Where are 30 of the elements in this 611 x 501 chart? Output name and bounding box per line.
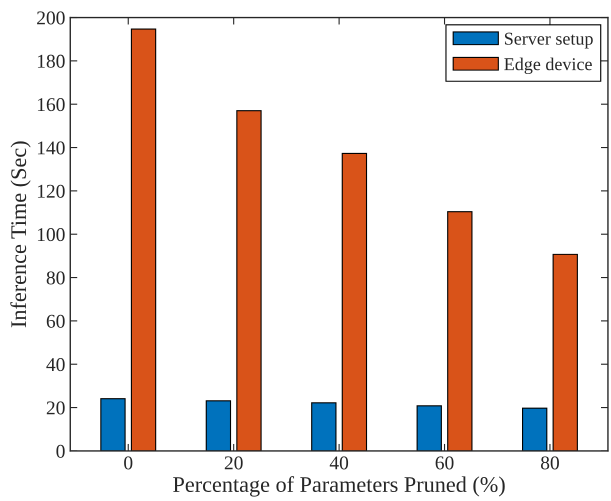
y-tick-label: 200 bbox=[37, 11, 65, 24]
bar bbox=[100, 398, 126, 451]
bar bbox=[447, 211, 472, 451]
bar bbox=[522, 408, 548, 451]
x-tick-label: 20 bbox=[224, 456, 243, 470]
y-tick-label: 80 bbox=[46, 271, 65, 284]
y-tick-label: 20 bbox=[46, 401, 65, 414]
bar bbox=[552, 254, 578, 451]
y-tick-label: 0 bbox=[56, 444, 65, 458]
bar bbox=[416, 405, 442, 451]
y-axis-title: Inference Time (Sec) bbox=[10, 141, 31, 328]
y-tick-label: 180 bbox=[38, 54, 65, 68]
legend-label: Edge device bbox=[504, 58, 592, 74]
x-tick-label: 40 bbox=[330, 456, 348, 470]
bar bbox=[342, 152, 368, 451]
y-tick-label: 100 bbox=[38, 228, 65, 242]
x-tick-label: 80 bbox=[540, 456, 559, 470]
y-tick-label: 140 bbox=[38, 141, 65, 154]
y-tick-label: 60 bbox=[46, 314, 65, 328]
x-tick-label: 0 bbox=[124, 456, 132, 470]
y-tick-label: 40 bbox=[46, 358, 65, 372]
bar bbox=[311, 402, 336, 451]
y-tick-label: 160 bbox=[38, 98, 65, 112]
legend-label: Server setup bbox=[504, 32, 593, 48]
bar bbox=[130, 28, 156, 451]
y-tick-label: 120 bbox=[38, 184, 65, 198]
bar bbox=[236, 110, 262, 451]
bar bbox=[206, 400, 232, 451]
x-tick-label: 60 bbox=[436, 456, 454, 470]
x-axis-title: Percentage of Parameters Pruned (%) bbox=[173, 476, 505, 497]
